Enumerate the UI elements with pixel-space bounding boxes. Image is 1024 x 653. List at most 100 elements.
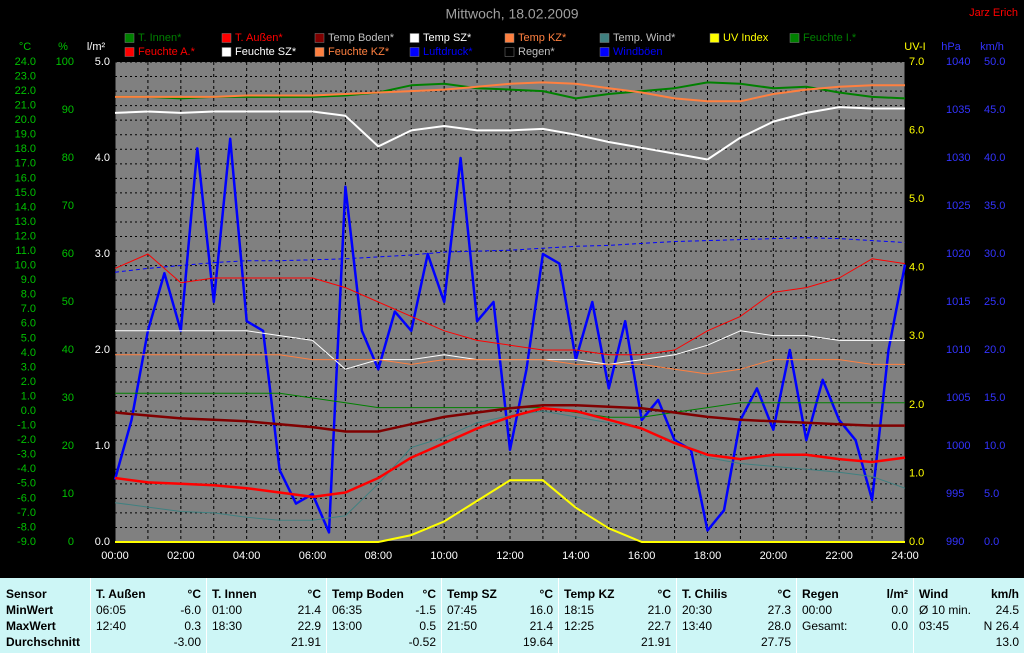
y-tick-label: 16.0: [15, 172, 36, 184]
legend-swatch: [124, 47, 135, 57]
x-tick-label: 18:00: [694, 550, 722, 562]
series-line: [114, 237, 906, 273]
cell-value: -1.5: [415, 603, 436, 617]
column-separator: [676, 578, 677, 653]
axis-label: °C: [19, 41, 31, 53]
cell-time: 21:50: [447, 619, 478, 633]
y-tick-label: 2.0: [21, 376, 36, 388]
cell-value: 24.5: [995, 603, 1019, 617]
y-tick-label: 20: [62, 440, 74, 452]
column-separator: [326, 578, 327, 653]
x-tick-label: 10:00: [430, 550, 458, 562]
legend-swatch: [221, 47, 232, 57]
axis-label: km/h: [980, 41, 1004, 53]
cell-value: 19.64: [522, 635, 553, 649]
legend-swatch: [789, 33, 800, 43]
y-tick-label: 22.0: [15, 85, 36, 97]
legend-label: T. Innen*: [138, 32, 182, 44]
legend-label: Temp Boden*: [328, 32, 395, 44]
row-label: Durchschnitt: [6, 635, 81, 649]
y-tick-label: 1035: [946, 104, 970, 116]
legend-swatch: [221, 33, 232, 43]
y-tick-label: 21.0: [15, 100, 36, 112]
legend-swatch: [124, 33, 135, 43]
column-unit: °C: [657, 587, 671, 601]
y-tick-label: 2.0: [909, 399, 924, 411]
y-tick-label: 1030: [946, 152, 970, 164]
cell-value: 27.3: [767, 603, 791, 617]
y-tick-label: 19.0: [15, 129, 36, 141]
series-line: [115, 81, 905, 103]
column-unit: °C: [187, 587, 201, 601]
y-tick-label: -3.0: [17, 449, 36, 461]
column-header: T. Chilis: [682, 587, 728, 601]
legend-swatch: [314, 33, 325, 43]
legend-label: UV Index: [723, 32, 769, 44]
y-tick-label: 23.0: [15, 70, 36, 82]
x-tick-label: 14:00: [562, 550, 590, 562]
y-tick-label: 5.0: [909, 193, 924, 205]
series-line: [114, 410, 906, 521]
y-tick-label: 990: [946, 536, 964, 548]
y-tick-label: 100: [56, 56, 74, 68]
y-tick-label: -4.0: [17, 463, 36, 475]
cell-time: 20:30: [682, 603, 713, 617]
column-separator: [206, 578, 207, 653]
column-header: Regen: [802, 587, 839, 601]
y-tick-label: -1.0: [17, 420, 36, 432]
cell-value: 0.3: [184, 619, 201, 633]
cell-value: 0.0: [891, 619, 908, 633]
y-tick-label: -5.0: [17, 478, 36, 490]
cell-time: Gesamt:: [802, 619, 848, 633]
legend-label: Feuchte SZ*: [235, 46, 297, 58]
cell-value: -0.52: [408, 635, 436, 649]
y-tick-label: 90: [62, 104, 74, 116]
axis-label: %: [58, 41, 68, 53]
y-tick-label: -8.0: [17, 521, 36, 533]
cell-time: 00:00: [802, 603, 833, 617]
cell-time: 06:05: [96, 603, 127, 617]
legend-label: Regen*: [518, 46, 555, 58]
y-tick-label: 2.0: [95, 344, 110, 356]
y-tick-label: 0.0: [909, 536, 924, 548]
y-tick-label: 80: [62, 152, 74, 164]
column-header: T. Außen: [96, 587, 146, 601]
y-tick-label: 7.0: [909, 56, 924, 68]
x-tick-label: 16:00: [628, 550, 656, 562]
cell-time: 03:45: [919, 619, 950, 633]
y-tick-label: 60: [62, 248, 74, 260]
x-tick-label: 00:00: [101, 550, 129, 562]
legend-label: Temp KZ*: [518, 32, 567, 44]
y-tick-label: 8.0: [21, 289, 36, 301]
y-tick-label: 7.0: [21, 303, 36, 315]
legend-label: Feuchte I.*: [803, 32, 857, 44]
column-unit: °C: [307, 587, 321, 601]
cell-value: 0.0: [891, 603, 908, 617]
y-tick-label: 10.0: [984, 440, 1005, 452]
y-tick-label: 40.0: [984, 152, 1005, 164]
y-tick-label: -6.0: [17, 492, 36, 504]
cell-time: 18:15: [564, 603, 595, 617]
y-tick-label: 1025: [946, 200, 970, 212]
y-tick-label: 10: [62, 488, 74, 500]
legend-swatch: [599, 47, 610, 57]
y-tick-label: 1015: [946, 296, 970, 308]
cell-time: Ø 10 min.: [919, 603, 972, 617]
series-line: [114, 404, 905, 433]
y-tick-label: 4.0: [95, 152, 110, 164]
y-tick-label: 1.0: [95, 440, 110, 452]
column-unit: °C: [422, 587, 436, 601]
axis-label: l/m²: [87, 41, 106, 53]
x-tick-label: 12:00: [496, 550, 524, 562]
column-unit: l/m²: [886, 587, 908, 601]
cell-value: 21.4: [529, 619, 553, 633]
y-tick-label: 1040: [946, 56, 970, 68]
chart-title: Mittwoch, 18.02.2009: [445, 6, 578, 22]
column-separator: [558, 578, 559, 653]
y-tick-label: 3.0: [95, 248, 110, 260]
column-separator: [796, 578, 797, 653]
y-tick-label: 20.0: [984, 344, 1005, 356]
y-tick-label: 15.0: [15, 187, 36, 199]
column-header: Temp SZ: [447, 587, 497, 601]
y-tick-label: -9.0: [17, 536, 36, 548]
